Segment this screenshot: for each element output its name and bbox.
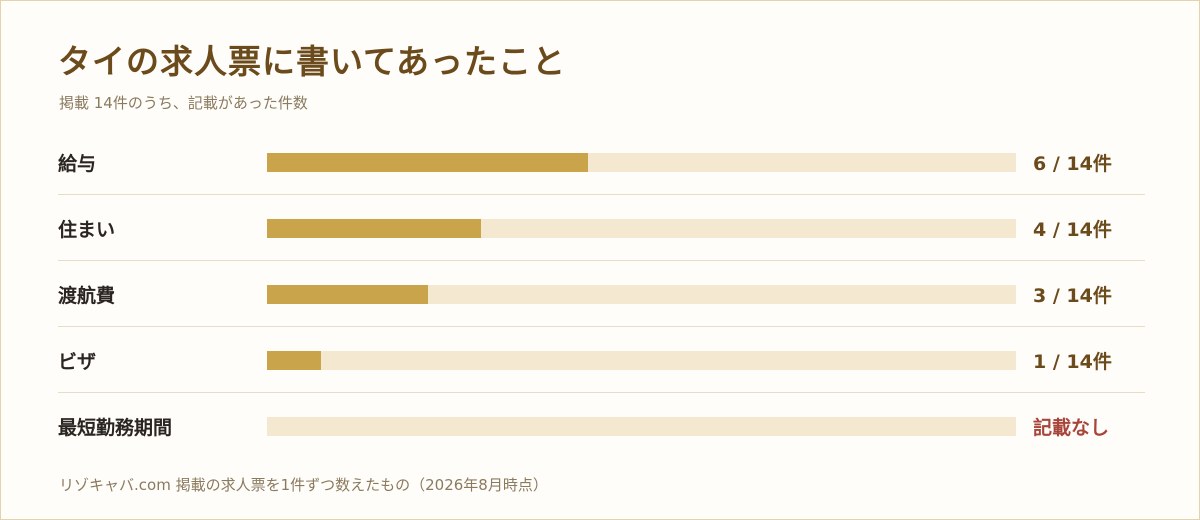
bar-value-label: 記載なし [1033,416,1110,439]
bar-category-label: 最短勤務期間 [58,416,173,439]
bar-value-label: 3 / 14件 [1033,284,1112,307]
chart-footnote: リゾキャバ.com 掲載の求人票を1件ずつ数えたもの（2026年8月時点） [59,476,548,494]
bar-fill [267,219,481,238]
bar-value-label: 1 / 14件 [1033,350,1112,373]
bar-value-label: 4 / 14件 [1033,218,1112,241]
bar-row: 最短勤務期間 記載なし [58,393,1145,459]
bar-category-label: 住まい [58,218,116,241]
bar-fill [267,351,321,370]
bar-value-label: 6 / 14件 [1033,152,1112,175]
bar-track [267,417,1016,436]
bar-category-label: 渡航費 [58,284,116,307]
bar-track [267,285,1016,304]
chart-title: タイの求人票に書いてあったこと [58,42,567,81]
bar-track [267,153,1016,172]
bar-fill [267,153,588,172]
bar-track [267,351,1016,370]
bar-row: 給与 6 / 14件 [58,129,1145,195]
bar-category-label: ビザ [58,350,97,373]
bar-category-label: 給与 [58,152,97,175]
bar-row: ビザ 1 / 14件 [58,327,1145,393]
bar-fill [267,285,428,304]
chart-subtitle: 掲載 14件のうち、記載があった件数 [59,94,308,112]
bar-track [267,219,1016,238]
bar-row: 渡航費 3 / 14件 [58,261,1145,327]
bar-row: 住まい 4 / 14件 [58,195,1145,261]
